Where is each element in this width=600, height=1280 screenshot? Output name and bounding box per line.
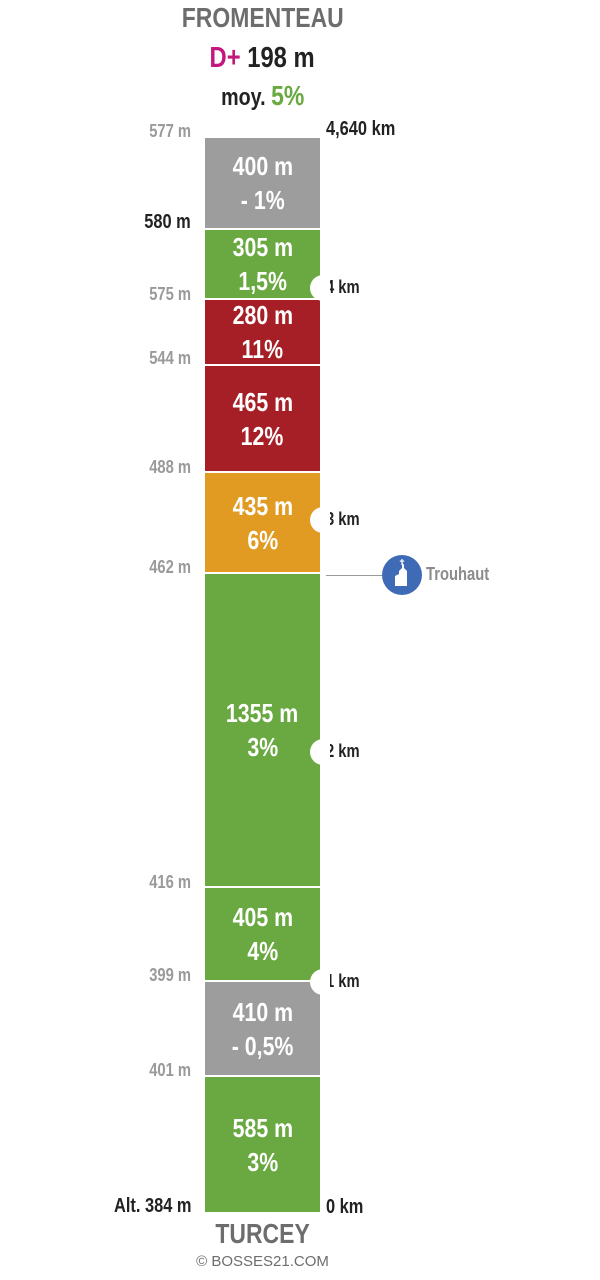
segment-6: 1355 m 3% <box>205 574 320 888</box>
segment-9: 585 m 3% <box>205 1077 320 1214</box>
average-grade: moy. 5% <box>0 80 525 112</box>
moy-label: moy. <box>220 84 266 111</box>
segment-grade: 4% <box>247 936 278 966</box>
segment-grade: - 1% <box>240 185 285 215</box>
km-marker: 4 km <box>326 277 360 297</box>
km-notch <box>310 507 330 533</box>
segment-grade: 3% <box>247 732 278 762</box>
km-notch <box>310 275 330 301</box>
altitude-label: 577 m <box>149 121 191 141</box>
segment-length: 305 m <box>232 232 293 262</box>
altitude-label: Alt. 384 m <box>113 1195 191 1217</box>
km-marker: 1 km <box>326 971 360 991</box>
segment-grade: 3% <box>247 1146 278 1177</box>
copyright: © BOSSES21.COM <box>196 1253 329 1270</box>
altitude-label: 401 m <box>149 1060 191 1080</box>
segment-8: 410 m- 0,5% <box>205 982 320 1077</box>
segment-grade: 11% <box>241 334 284 364</box>
altitude-label: 544 m <box>149 348 191 368</box>
segment-grade: 1,5% <box>238 266 287 296</box>
segment-3: 280 m 11% <box>205 300 320 366</box>
dplus-label: D+ <box>209 42 242 74</box>
segment-7: 405 m 4% <box>205 888 320 982</box>
segment-length: 410 m <box>232 996 293 1027</box>
segment-length: 465 m <box>232 386 293 417</box>
elevation-gain: D+ 198 m <box>0 42 525 75</box>
segment-length: 585 m <box>232 1112 293 1143</box>
end-location-name: FROMENTEAU <box>181 2 344 33</box>
dplus-value: 198 m <box>247 42 316 74</box>
moy-value: 5% <box>270 80 305 111</box>
segment-grade: - 0,5% <box>231 1030 294 1061</box>
km-notch <box>310 739 330 765</box>
km-marker: 4,640 km <box>326 118 396 140</box>
altitude-label: 399 m <box>149 965 191 985</box>
segment-2: 305 m 1,5% <box>205 230 320 300</box>
segment-length: 400 m <box>232 151 293 181</box>
segment-grade: 12% <box>241 420 284 451</box>
start-location-name: TURCEY <box>215 1218 310 1249</box>
km-marker: 2 km <box>326 741 360 761</box>
segment-length: 435 m <box>232 490 293 521</box>
segment-grade: 6% <box>247 524 278 555</box>
altitude-label: 488 m <box>149 457 191 477</box>
church-icon <box>382 555 422 595</box>
segment-1: 400 m - 1% <box>205 138 320 230</box>
altitude-label: 580 m <box>144 211 191 233</box>
segment-length: 280 m <box>232 300 293 330</box>
km-notch <box>310 969 330 995</box>
altitude-label: 575 m <box>149 284 191 304</box>
poi-leader-line <box>326 575 382 576</box>
segment-length: 1355 m <box>226 698 299 728</box>
segment-length: 405 m <box>232 902 293 932</box>
km-marker: 0 km <box>326 1196 364 1218</box>
km-marker: 3 km <box>326 509 360 529</box>
segment-5: 435 m 6% <box>205 473 320 574</box>
segment-4: 465 m 12% <box>205 366 320 473</box>
poi-label: Trouhaut <box>426 564 490 584</box>
altitude-label: 462 m <box>149 557 191 577</box>
altitude-label: 416 m <box>149 872 191 892</box>
